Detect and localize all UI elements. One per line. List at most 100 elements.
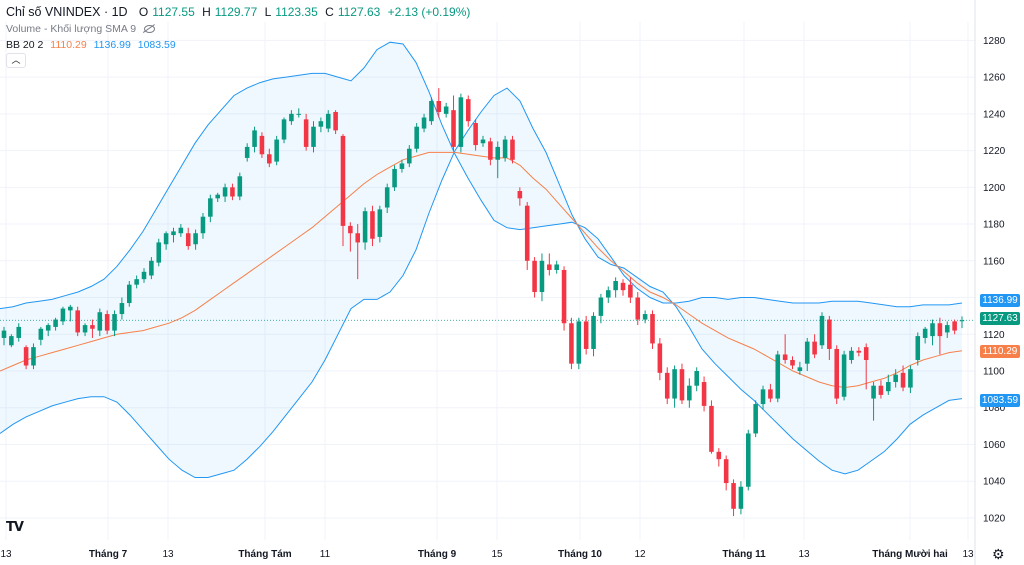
candle-body bbox=[959, 320, 965, 322]
candle bbox=[399, 159, 405, 173]
candle-body bbox=[244, 146, 250, 158]
candle-body bbox=[141, 271, 147, 280]
candle-body bbox=[112, 314, 117, 331]
candle bbox=[620, 279, 626, 296]
candle bbox=[252, 126, 257, 153]
candle-body bbox=[871, 385, 876, 399]
candle bbox=[517, 187, 523, 206]
candle bbox=[215, 192, 220, 203]
candle-body bbox=[738, 486, 744, 509]
bb-legend[interactable]: BB 20 2 1110.29 1136.99 1083.59 bbox=[6, 39, 180, 51]
candle-body bbox=[429, 100, 434, 122]
symbol-title[interactable]: Chỉ số VNINDEX · 1D bbox=[6, 5, 128, 19]
candle bbox=[731, 479, 736, 517]
candle bbox=[679, 363, 685, 405]
candle bbox=[97, 308, 103, 337]
candle bbox=[208, 194, 213, 223]
candle-body bbox=[701, 382, 707, 406]
candle-body bbox=[407, 148, 412, 164]
volume-legend[interactable]: Volume - Khối lượng SMA 9 bbox=[6, 23, 159, 35]
candle-body bbox=[775, 354, 781, 399]
candle bbox=[716, 448, 722, 467]
candle-body bbox=[53, 319, 58, 327]
candle bbox=[797, 361, 803, 375]
candle-body bbox=[60, 308, 66, 322]
candle-body bbox=[193, 233, 198, 245]
candle bbox=[569, 317, 574, 370]
candle-body bbox=[849, 350, 854, 360]
candle-body bbox=[664, 372, 670, 399]
candle bbox=[244, 143, 250, 162]
candle bbox=[878, 380, 884, 399]
candle-body bbox=[591, 315, 596, 349]
candle-body bbox=[303, 119, 309, 147]
candle bbox=[768, 383, 773, 403]
candle bbox=[318, 117, 324, 133]
candle bbox=[163, 231, 169, 250]
candle bbox=[944, 321, 950, 338]
candle-body bbox=[539, 260, 545, 293]
candle-body bbox=[620, 282, 626, 291]
price-tick-label: 1280 bbox=[983, 36, 1006, 47]
price-axis[interactable]: 1020104010601080110011201140116011801200… bbox=[974, 0, 1006, 565]
candle bbox=[723, 455, 729, 491]
candle-body bbox=[782, 354, 788, 360]
candle bbox=[348, 222, 353, 252]
candle bbox=[790, 356, 795, 370]
candle-body bbox=[583, 321, 589, 349]
candle bbox=[193, 229, 198, 250]
candle bbox=[185, 227, 191, 250]
candle bbox=[90, 319, 95, 338]
candle-body bbox=[598, 297, 604, 316]
bb-label: BB 20 2 bbox=[6, 39, 44, 51]
bb-lower-value: 1083.59 bbox=[137, 39, 176, 51]
close-label: C bbox=[325, 5, 334, 19]
gear-icon[interactable]: ⚙ bbox=[992, 546, 1005, 562]
candle-body bbox=[82, 325, 88, 333]
candle bbox=[311, 121, 316, 153]
tradingview-logo[interactable]: TV bbox=[6, 520, 24, 535]
candle-body bbox=[650, 314, 655, 344]
candle bbox=[819, 312, 825, 349]
candle-body bbox=[465, 99, 471, 122]
candle-body bbox=[900, 372, 906, 388]
candle bbox=[532, 257, 537, 298]
candle-body bbox=[480, 139, 486, 144]
candle bbox=[687, 378, 692, 408]
candle-body bbox=[709, 405, 714, 452]
candle bbox=[930, 319, 935, 346]
candle bbox=[370, 205, 375, 247]
open-value: 1127.55 bbox=[152, 5, 195, 19]
candle-body bbox=[561, 269, 567, 324]
time-axis[interactable]: 13 Tháng 7 13 Tháng Tám 11 Tháng 9 15 Tháng 10 1… bbox=[0, 549, 974, 560]
candle bbox=[178, 224, 184, 237]
candle-body bbox=[524, 205, 530, 261]
candle bbox=[605, 286, 611, 304]
candle bbox=[664, 367, 670, 405]
candle bbox=[753, 400, 758, 438]
candle bbox=[458, 93, 464, 153]
candle-body bbox=[547, 264, 552, 270]
candle-body bbox=[569, 323, 574, 364]
eye-hidden-icon[interactable] bbox=[144, 25, 156, 34]
candle-body bbox=[510, 139, 515, 160]
candle-body bbox=[628, 284, 633, 298]
candle-body bbox=[333, 112, 338, 131]
candle-body bbox=[922, 328, 928, 338]
candle bbox=[893, 369, 898, 388]
candle bbox=[296, 108, 302, 118]
candle bbox=[473, 119, 478, 151]
candle-body bbox=[274, 139, 279, 162]
bb-upper-badge: 1136.99 bbox=[980, 294, 1020, 307]
candle bbox=[524, 202, 530, 270]
candle-body bbox=[554, 264, 559, 270]
bb-mid-badge: 1110.29 bbox=[980, 345, 1020, 358]
candle-body bbox=[532, 260, 537, 293]
volume-label: Volume - Khối lượng SMA 9 bbox=[6, 23, 137, 35]
candles-layer[interactable] bbox=[1, 88, 965, 517]
candle bbox=[414, 123, 419, 153]
price-tick-label: 1060 bbox=[983, 440, 1006, 451]
candle bbox=[267, 148, 272, 168]
chevron-up-icon[interactable]: ︿ bbox=[6, 53, 26, 68]
